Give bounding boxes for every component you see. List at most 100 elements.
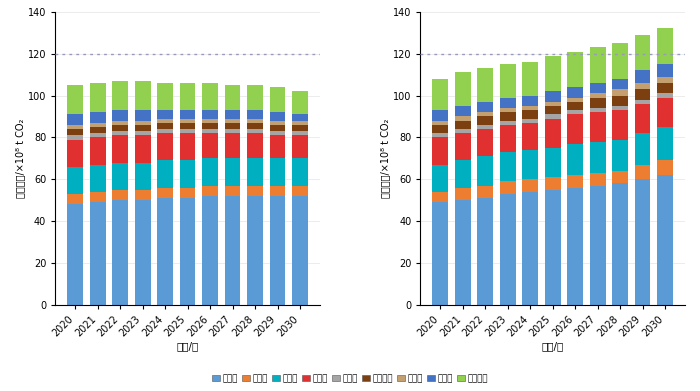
Bar: [67, 140, 83, 167]
Bar: [455, 129, 470, 133]
Bar: [158, 188, 173, 198]
Bar: [270, 87, 286, 112]
Bar: [67, 194, 83, 204]
Bar: [135, 110, 150, 121]
Bar: [225, 196, 240, 305]
Bar: [500, 112, 516, 121]
Bar: [455, 121, 470, 129]
Bar: [433, 121, 448, 125]
Bar: [567, 98, 583, 102]
Bar: [292, 131, 308, 135]
Bar: [247, 133, 263, 158]
Bar: [135, 190, 150, 200]
Bar: [112, 81, 128, 110]
Bar: [522, 123, 538, 150]
Bar: [292, 121, 308, 125]
Bar: [635, 133, 650, 165]
Bar: [567, 175, 583, 188]
Bar: [67, 204, 83, 305]
Bar: [477, 156, 493, 186]
Bar: [455, 160, 470, 188]
X-axis label: 时间/年: 时间/年: [176, 341, 199, 352]
Bar: [612, 95, 628, 106]
Bar: [90, 165, 106, 192]
X-axis label: 时间/年: 时间/年: [542, 341, 564, 352]
Bar: [635, 35, 650, 70]
Bar: [455, 106, 470, 117]
Bar: [635, 83, 650, 89]
Bar: [522, 192, 538, 305]
Bar: [500, 108, 516, 112]
Bar: [67, 125, 83, 129]
Bar: [270, 196, 286, 305]
Bar: [522, 62, 538, 95]
Bar: [202, 129, 218, 133]
Bar: [500, 64, 516, 98]
Bar: [292, 196, 308, 305]
Bar: [225, 110, 240, 118]
Bar: [590, 186, 606, 305]
Bar: [270, 158, 286, 186]
Bar: [567, 52, 583, 87]
Bar: [270, 121, 286, 125]
Bar: [657, 160, 673, 175]
Bar: [67, 167, 83, 194]
Bar: [90, 127, 106, 133]
Bar: [590, 47, 606, 83]
Bar: [270, 125, 286, 131]
Bar: [180, 188, 195, 198]
Bar: [158, 129, 173, 133]
Bar: [522, 118, 538, 123]
Bar: [202, 118, 218, 123]
Bar: [477, 186, 493, 198]
Bar: [612, 79, 628, 89]
Bar: [112, 125, 128, 131]
Bar: [545, 115, 561, 118]
Bar: [225, 123, 240, 129]
Bar: [67, 129, 83, 135]
Bar: [90, 192, 106, 203]
Bar: [180, 160, 195, 188]
Bar: [545, 177, 561, 190]
Bar: [90, 83, 106, 112]
Bar: [292, 135, 308, 158]
Bar: [590, 93, 606, 98]
Bar: [292, 125, 308, 131]
Bar: [135, 81, 150, 110]
Bar: [225, 85, 240, 110]
Bar: [477, 112, 493, 117]
Bar: [225, 133, 240, 158]
Bar: [202, 158, 218, 186]
Bar: [247, 158, 263, 186]
Bar: [180, 123, 195, 129]
Bar: [112, 190, 128, 200]
Bar: [612, 110, 628, 140]
Bar: [545, 91, 561, 102]
Bar: [522, 106, 538, 110]
Bar: [90, 133, 106, 137]
Bar: [180, 118, 195, 123]
Y-axis label: 碳排放量/×10⁸ t CO₂: 碳排放量/×10⁸ t CO₂: [15, 118, 25, 198]
Bar: [590, 98, 606, 108]
Bar: [202, 196, 218, 305]
Bar: [433, 137, 448, 165]
Bar: [247, 196, 263, 305]
Bar: [180, 198, 195, 305]
Bar: [270, 186, 286, 196]
Bar: [90, 112, 106, 123]
Bar: [500, 181, 516, 194]
Bar: [455, 72, 470, 106]
Bar: [590, 173, 606, 186]
Bar: [433, 125, 448, 133]
Bar: [590, 142, 606, 173]
Bar: [522, 179, 538, 192]
Bar: [657, 83, 673, 93]
Bar: [180, 133, 195, 160]
Bar: [455, 133, 470, 160]
Bar: [202, 186, 218, 196]
Bar: [635, 165, 650, 179]
Bar: [225, 158, 240, 186]
Bar: [112, 131, 128, 135]
Bar: [433, 203, 448, 305]
Bar: [500, 125, 516, 152]
